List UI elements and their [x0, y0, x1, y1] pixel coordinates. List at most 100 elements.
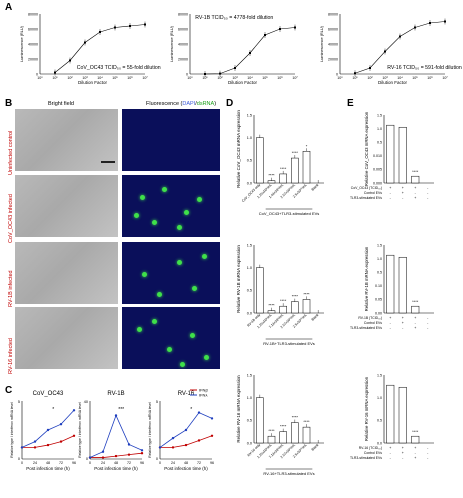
x-axis-label: Dilution Factor: [378, 80, 408, 85]
y-tick-label: 0.0: [377, 441, 382, 445]
x-tick-label: 10²: [217, 76, 223, 80]
panel-label-d: D: [226, 98, 234, 109]
dsrna-signal: [152, 319, 157, 324]
condition-sign: -: [427, 326, 429, 330]
condition-sign: +: [389, 186, 391, 190]
bright-field-image-2: [15, 242, 118, 304]
x-tick-label: 10⁴: [97, 76, 103, 80]
dsrna-signal: [134, 213, 139, 218]
dsrna-signal: [157, 292, 162, 297]
dsrna-signal: [177, 225, 182, 230]
condition-sign: +: [414, 456, 416, 460]
y-tick-label: 80000: [178, 12, 188, 16]
significance-stars: ***: [118, 407, 124, 413]
x-axis-label: Post infection time (h): [94, 466, 138, 471]
bright-field-image-0: [15, 109, 118, 171]
y-tick-label: 20000: [328, 57, 338, 61]
bar: [279, 305, 287, 314]
y-axis-label: Relative RV-16 mRNA expression: [364, 376, 369, 441]
condition-label: Control EVs: [364, 321, 382, 325]
x-tick-label: 96: [210, 461, 214, 465]
condition-sign: +: [402, 446, 404, 450]
significance-stars: ****: [268, 173, 275, 178]
bracket-label: CoV_OC43+TLR3-stimulated EVs: [259, 211, 320, 216]
x-axis-label: Dilution Factor: [78, 80, 108, 85]
fluorescence-image-3: [122, 307, 220, 369]
condition-sign: -: [427, 191, 429, 195]
condition-sign: -: [390, 196, 392, 200]
x-tick-label: 96: [140, 461, 144, 465]
bar: [279, 431, 287, 444]
dsrna-signal: [180, 362, 185, 367]
y-tick-label: 0: [186, 72, 188, 76]
scale-bar: [101, 161, 115, 163]
condition-label: TLR3-stimulated EVs: [350, 456, 382, 460]
x-tick-label: 10⁰: [37, 76, 43, 80]
x-tick-label: 10⁴: [397, 76, 403, 80]
x-tick-label: 24: [33, 461, 37, 465]
significance-stars: ****: [280, 424, 287, 429]
ifnb-line: [90, 452, 143, 458]
y-axis-label: Relative RV-1B mRNA expression: [236, 245, 241, 313]
x-tick-label: 10⁴: [247, 76, 253, 80]
dsrna-signal: [202, 254, 207, 259]
curve-chart-1: 0 20000 40000 60000 80000 10⁰ 10¹ 10² 10³ 10⁴ 10⁵ 1…: [170, 12, 298, 85]
category-label: Blank: [311, 183, 320, 192]
bar: [256, 397, 264, 444]
condition-label: TLR3-stimulated EVs: [350, 326, 382, 330]
y-tick-label: 1.5: [377, 373, 382, 377]
row-label-uninfected: Uninfected control: [8, 130, 14, 175]
ifnl-line: [89, 414, 143, 458]
y-tick-label: 0.0: [247, 181, 252, 185]
bar-chart-0: 0.0 0.5 1.0 1.5 Relative CoV_OC43 mRNA expre…: [236, 110, 324, 216]
dsrna-signal: [162, 187, 167, 192]
condition-sign: -: [427, 451, 429, 455]
x-tick-label: 96: [72, 461, 76, 465]
significance-stars: ****: [412, 169, 419, 174]
curve-chart-0: 0 20000 40000 60000 80000 10⁰ 10¹ 10² 10³ 10⁴ 10⁵ 1…: [20, 12, 161, 85]
panel-label-c: C: [5, 385, 13, 396]
significance-stars: *: [52, 407, 54, 413]
fit-curve: [204, 27, 296, 75]
y-tick-label: 1.0: [377, 127, 382, 131]
x-tick-label: 72: [127, 461, 131, 465]
x-tick-label: 10¹: [202, 76, 208, 80]
condition-sign: +: [389, 316, 391, 320]
dsrna-label: dsRNA: [196, 101, 215, 107]
panel-e-bar-charts: 0.000 0.005 0.010 0.5 1.0 1.5 Relative CoV_OC4…: [350, 111, 434, 460]
chart-title: RV-16 TCID₅₀ = 591-fold dilution: [387, 65, 462, 71]
bar: [302, 426, 311, 444]
panel-d-bar-charts: 0.0 0.5 1.0 1.5 Relative CoV_OC43 mRNA expre…: [236, 110, 324, 476]
y-tick-label: 1.5: [247, 113, 252, 117]
y-tick-label: 0.00: [375, 311, 382, 315]
significance-stars: *: [190, 407, 192, 413]
condition-sign: -: [427, 446, 429, 450]
condition-sign: -: [402, 196, 404, 200]
y-tick-label: 5: [18, 400, 20, 404]
significance-stars: ****: [292, 294, 299, 299]
condition-sign: -: [415, 451, 417, 455]
y-tick-label: 0.0: [247, 441, 252, 445]
condition-label: RV-1B (TCID₅₀): [358, 316, 382, 320]
panel-a-curves: 0 20000 40000 60000 80000 10⁰ 10¹ 10² 10³ 10⁴ 10⁵ 1…: [20, 12, 462, 85]
condition-label: Control EVs: [364, 191, 382, 195]
dsrna-signal: [177, 260, 182, 265]
fluorescence-image-0: [122, 109, 220, 171]
y-tick-label: 1.5: [377, 113, 382, 117]
x-tick-label: 0: [89, 461, 91, 465]
condition-sign: +: [402, 316, 404, 320]
condition-label: RV-16 (TCID₅₀): [359, 446, 382, 450]
condition-sign: -: [427, 456, 429, 460]
y-tick-label: 0.5: [377, 419, 382, 423]
y-tick-label: 0: [86, 457, 88, 461]
significance-stars: ****: [292, 150, 299, 155]
x-axis-label: Post infection time (h): [164, 466, 208, 471]
y-tick-label: 0.5: [377, 271, 382, 275]
significance-stars: ****: [412, 429, 419, 434]
condition-sign: +: [402, 186, 404, 190]
y-tick-label: 60000: [28, 27, 38, 31]
bright-field-image-3: [15, 307, 118, 369]
x-tick-label: 10⁷: [292, 76, 298, 80]
